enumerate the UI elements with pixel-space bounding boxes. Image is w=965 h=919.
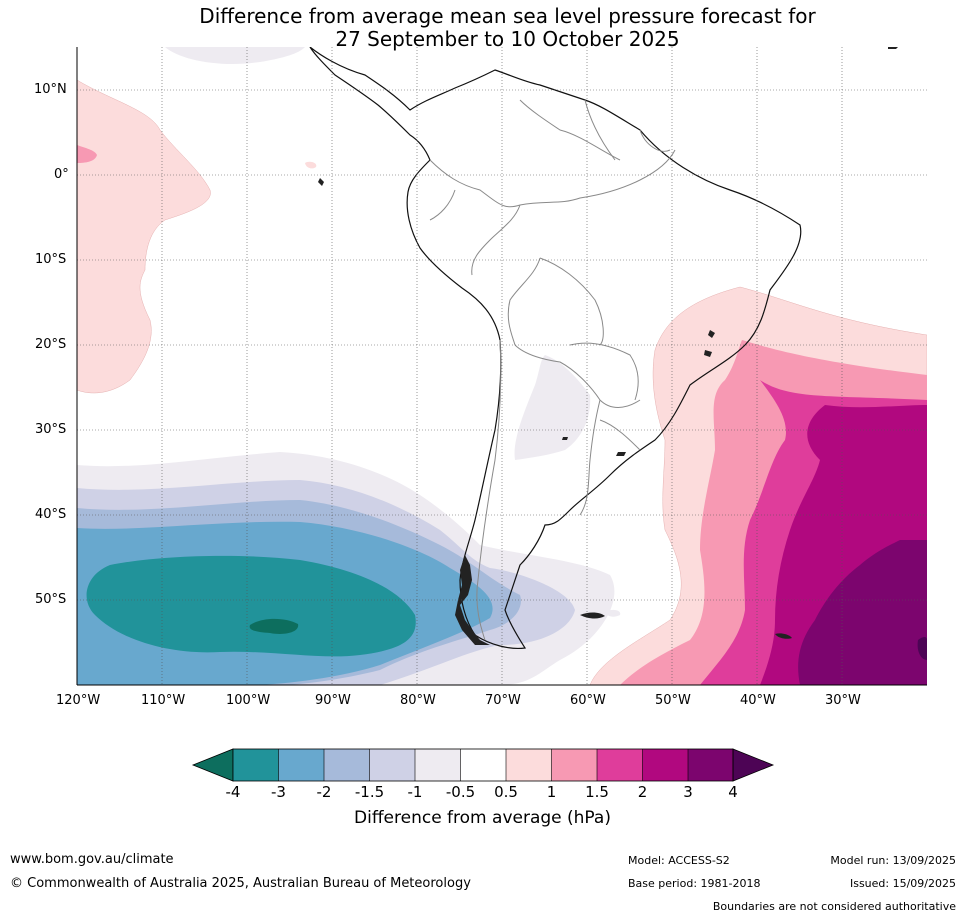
colorbar-tick: -4 — [225, 783, 241, 801]
map-title-line2: 27 September to 10 October 2025 — [335, 27, 680, 51]
contour-land-neg — [514, 355, 591, 460]
colorbar-tick: -2 — [316, 783, 332, 801]
lon-label: 50°W — [655, 693, 691, 708]
lon-label: 110°W — [141, 693, 186, 708]
contour-atlantic-4 — [917, 637, 927, 660]
lat-label: 10°N — [34, 82, 67, 97]
lat-label: 0° — [54, 167, 69, 182]
lat-label: 30°S — [35, 422, 67, 437]
colorbar-swatch — [369, 749, 415, 781]
colorbar-extend-high — [732, 748, 775, 782]
colorbar-extend-low — [191, 748, 234, 782]
colorbar-tick: 1 — [546, 783, 557, 801]
lon-label: 70°W — [485, 693, 521, 708]
footer-issued: Issued: 15/09/2025 — [849, 877, 956, 890]
footer-model: Model: ACCESS-S2 — [628, 854, 730, 867]
colorbar-swatch — [415, 749, 461, 781]
footer-url[interactable]: www.bom.gov.au/climate — [10, 852, 174, 867]
gridlines — [77, 47, 927, 685]
lon-label: 100°W — [226, 693, 271, 708]
footer-model-run: Model run: 13/09/2025 — [830, 854, 956, 867]
colorbar-tick: -1 — [407, 783, 423, 801]
lon-label: 80°W — [400, 693, 436, 708]
colorbar-label: Difference from average (hPa) — [354, 808, 611, 828]
footer-boundaries-note: Boundaries are not considered authoritat… — [712, 900, 956, 913]
contour-island-neg — [605, 609, 621, 617]
footer-copyright: © Commonwealth of Australia 2025, Austra… — [10, 876, 471, 891]
colorbar-swatch — [642, 749, 688, 781]
colorbar-tick: 4 — [728, 783, 738, 801]
colorbar-tick: 3 — [683, 783, 693, 801]
colorbar-swatch — [324, 749, 370, 781]
lat-label: 40°S — [35, 507, 67, 522]
colorbar-swatch — [551, 749, 597, 781]
south-america-coastline — [309, 47, 802, 650]
lon-label: 120°W — [56, 693, 101, 708]
colorbar-tick: 2 — [637, 783, 648, 801]
colorbar-tick: 0.5 — [494, 783, 518, 801]
contour-small-pink — [305, 161, 317, 169]
country-borders — [429, 99, 676, 641]
colorbar-swatch — [233, 749, 279, 781]
contour-south-neg-3 — [86, 555, 416, 657]
colorbar-tick: 1.5 — [585, 783, 609, 801]
colorbar-swatch — [278, 749, 324, 781]
colorbar — [191, 748, 775, 782]
lat-label: 50°S — [35, 592, 67, 607]
contour-north-neg — [165, 47, 305, 65]
contour-pacific-1 — [77, 145, 97, 163]
contour-south-neg-4 — [249, 618, 299, 634]
footer-base-period: Base period: 1981-2018 — [628, 877, 761, 890]
lat-label: 20°S — [35, 337, 67, 352]
lon-label: 40°W — [740, 693, 776, 708]
colorbar-tick: -3 — [271, 783, 286, 801]
lon-label: 90°W — [315, 693, 351, 708]
colorbar-tick: -0.5 — [445, 783, 476, 801]
colorbar-swatch — [688, 749, 733, 781]
colorbar-tick: -1.5 — [354, 783, 385, 801]
lon-label: 60°W — [570, 693, 606, 708]
islands — [318, 47, 898, 645]
colorbar-swatch — [460, 749, 506, 781]
contour-atlantic-3 — [798, 540, 927, 685]
lat-label: 10°S — [35, 252, 67, 267]
colorbar-swatch — [506, 749, 552, 781]
lon-label: 30°W — [825, 693, 861, 708]
map-title-line1: Difference from average mean sea level p… — [199, 4, 816, 28]
colorbar-swatch — [597, 749, 643, 781]
